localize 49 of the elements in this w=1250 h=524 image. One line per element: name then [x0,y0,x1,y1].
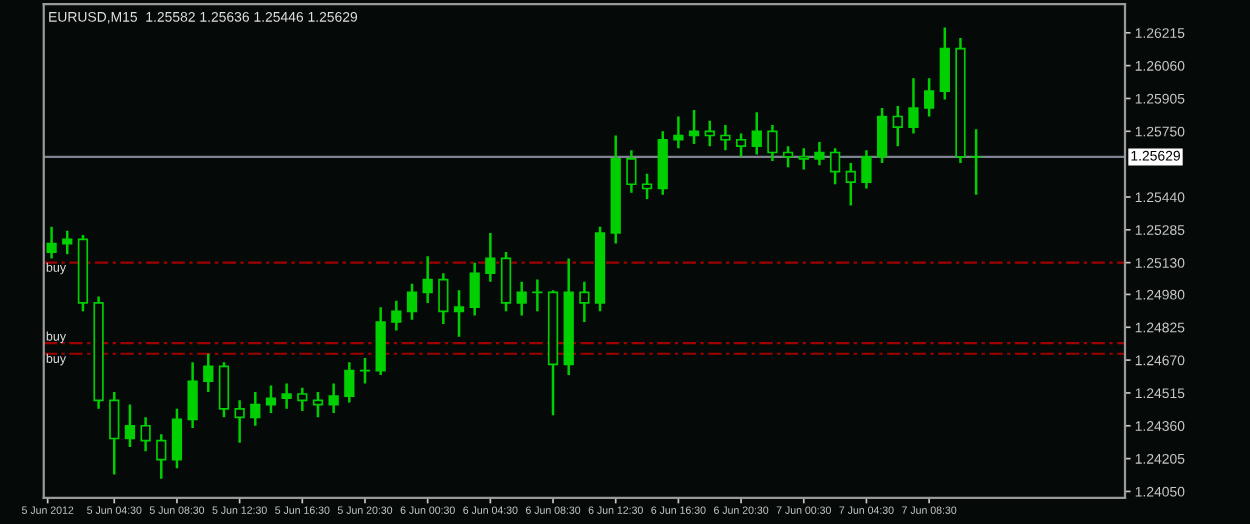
candlestick [124,403,136,449]
candlestick [641,172,653,201]
candlestick [453,288,465,339]
candlestick [234,399,245,444]
candlestick [500,250,512,313]
candlestick [720,123,731,152]
candlestick [171,407,183,470]
candlestick [438,271,449,326]
candlestick [265,384,277,415]
candlestick [516,280,527,317]
candlestick [344,360,355,404]
candlestick [46,225,57,260]
candlestick [688,108,700,146]
candlestick [767,123,778,163]
candlestick [908,77,919,135]
candlestick [751,110,762,156]
candlestick [281,382,292,411]
candlestick [359,356,371,385]
candlestick [422,255,433,305]
candlestick [892,104,903,148]
candlestick [845,161,856,207]
candlestick [861,149,872,190]
candlestick [829,147,841,186]
candlestick [218,360,230,419]
candlestick [798,147,809,171]
candlestick [970,127,982,197]
candlestick [140,416,151,453]
candlestick [203,352,214,394]
candlestick [735,132,747,158]
candlestick [814,140,825,167]
candlestick [328,382,339,415]
candlestick [250,390,261,428]
candlestick [187,360,198,430]
candlestick [156,433,167,480]
candlestick [579,280,590,324]
candlestick [469,261,480,317]
candlestick [782,144,794,169]
candlestick [673,115,684,150]
candlestick [939,26,950,101]
candlestick [876,106,888,165]
candlestick [923,77,935,118]
candlestick [532,278,543,313]
candlestick [391,299,402,332]
candlestick [485,231,496,283]
candlestick [406,282,418,322]
candlestick [109,390,120,476]
candlestick [704,119,715,148]
candlestick [626,149,637,194]
candlestick [297,386,308,413]
